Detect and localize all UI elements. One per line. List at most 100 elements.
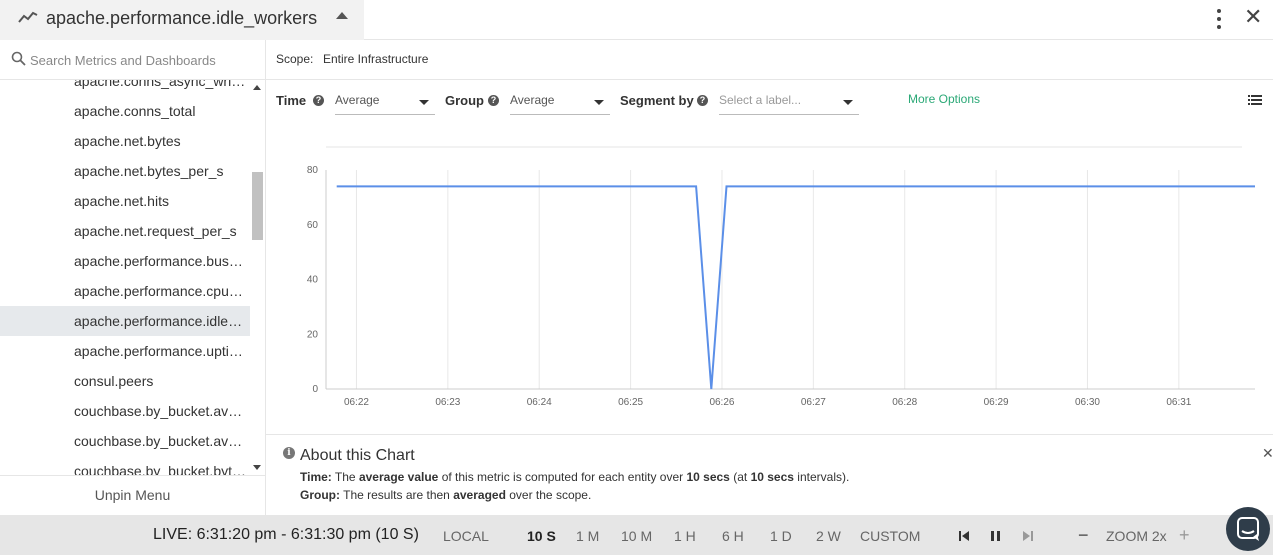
x-tick-label: 06:31	[1166, 397, 1191, 408]
sidebar-metric-item[interactable]: apache.performance.idle_workers	[0, 306, 250, 336]
zoom-out-button[interactable]: −	[1078, 525, 1089, 545]
about-text: intervals).	[797, 470, 850, 484]
timeframe-10-s[interactable]: 10 S	[527, 528, 556, 544]
y-tick-label: 80	[307, 165, 319, 176]
zoom-in-button[interactable]: +	[1179, 525, 1190, 545]
timeframe-10-m[interactable]: 10 M	[621, 528, 653, 544]
y-tick-label: 20	[307, 329, 319, 340]
timeframe-1-h[interactable]: 1 H	[674, 528, 696, 544]
chevron-down-icon	[419, 100, 429, 105]
about-time-prefix: Time:	[300, 470, 332, 484]
scroll-thumb[interactable]	[252, 172, 263, 240]
scroll-down-icon[interactable]	[253, 465, 261, 470]
scope-value[interactable]: Entire Infrastructure	[323, 52, 429, 66]
live-range: LIVE: 6:31:20 pm - 6:31:30 pm (10 S)	[153, 526, 419, 543]
timeframe-2-w[interactable]: 2 W	[816, 528, 841, 544]
more-options-link[interactable]: More Options	[908, 92, 981, 106]
sidebar-metric-item[interactable]: apache.net.hits	[74, 193, 169, 209]
line-chart-icon	[18, 11, 38, 23]
more-menu-icon[interactable]	[1212, 8, 1226, 30]
sidebar-metric-item[interactable]: apache.conns_total	[74, 103, 196, 119]
sidebar: apache.conns_async_writing apache.conns_t…	[0, 40, 266, 515]
x-tick-label: 06:29	[984, 397, 1009, 408]
sidebar-metric-item[interactable]: apache.performance.busy_workers	[74, 253, 250, 269]
chart-controls: Time ? Average Group ? Average Segment b…	[266, 80, 1273, 120]
sidebar-metric-item[interactable]: apache.performance.uptime	[74, 343, 249, 359]
series-line[interactable]	[336, 185, 1255, 390]
about-text: (at	[733, 470, 748, 484]
y-tick-label: 0	[312, 384, 318, 395]
chevron-down-icon	[843, 100, 853, 105]
timeframe-1-m[interactable]: 1 M	[576, 528, 600, 544]
timeframe-6-h[interactable]: 6 H	[722, 528, 744, 544]
y-tick-label: 40	[307, 275, 319, 286]
time-select[interactable]: Average	[335, 88, 435, 115]
x-tick-label: 06:24	[527, 397, 552, 408]
group-help-icon[interactable]: ?	[488, 95, 499, 106]
segment-select[interactable]: Select a label...	[719, 88, 859, 115]
chat-icon	[1237, 517, 1259, 541]
about-bold: 10 secs	[750, 470, 794, 484]
pause-icon[interactable]	[991, 531, 1001, 541]
segment-help-icon[interactable]: ?	[697, 95, 708, 106]
about-group-line: Group: The results are then averaged ove…	[300, 488, 591, 502]
about-bold: averaged	[453, 488, 506, 502]
caret-up-icon[interactable]	[336, 12, 348, 19]
timezone-toggle[interactable]: LOCAL	[443, 528, 489, 544]
metric-title-tab[interactable]: apache.performance.idle_workers	[0, 0, 364, 40]
list-view-icon[interactable]	[1248, 95, 1262, 105]
unpin-menu-button[interactable]: Unpin Menu	[0, 475, 265, 515]
search-box	[0, 40, 265, 80]
sidebar-metric-item[interactable]: couchbase.by_bucket.avg_disk_commit_time	[74, 433, 250, 449]
y-tick-label: 60	[307, 220, 319, 231]
segment-label: Segment by	[620, 93, 694, 108]
sidebar-metric-item[interactable]: couchbase.by_bucket.bytes_read	[74, 463, 250, 475]
page-title: apache.performance.idle_workers	[46, 8, 318, 28]
about-title: About this Chart	[300, 447, 415, 464]
sidebar-metric-item[interactable]: couchbase.by_bucket.avg_bg_wait_time	[74, 403, 250, 419]
sidebar-scrollbar[interactable]	[250, 80, 265, 475]
about-text: The	[334, 470, 356, 484]
x-tick-label: 06:30	[1075, 397, 1100, 408]
time-label: Time	[276, 93, 307, 108]
group-select[interactable]: Average	[510, 88, 610, 115]
x-tick-label: 06:26	[709, 397, 734, 408]
x-tick-label: 06:23	[435, 397, 460, 408]
x-tick-label: 06:27	[801, 397, 826, 408]
x-tick-label: 06:28	[892, 397, 917, 408]
header: apache.performance.idle_workers ✕	[0, 0, 1273, 40]
x-tick-label: 06:25	[618, 397, 643, 408]
time-help-icon[interactable]: ?	[313, 95, 324, 106]
sidebar-metric-item[interactable]: apache.net.bytes_per_s	[74, 163, 224, 179]
timeframe-custom[interactable]: CUSTOM	[860, 528, 921, 544]
group-label: Group	[445, 93, 484, 108]
metric-list: apache.conns_async_writing apache.conns_t…	[0, 80, 250, 475]
time-select-value: Average	[335, 93, 380, 107]
segment-select-placeholder: Select a label...	[719, 93, 802, 107]
group-select-value: Average	[510, 93, 555, 107]
chart-area: 06:22 06:23 06:24 06:25 06:26 06:27 06:28 06:29…	[266, 120, 1273, 434]
close-icon[interactable]: ✕	[1244, 4, 1263, 29]
chat-button[interactable]	[1226, 507, 1270, 551]
line-chart[interactable]: 06:22 06:23 06:24 06:25 06:26 06:27 06:28 06:29…	[266, 120, 1273, 434]
skip-back-icon[interactable]	[959, 531, 970, 541]
sidebar-metric-item[interactable]: apache.conns_async_writing	[74, 80, 250, 89]
about-group-prefix: Group:	[300, 488, 340, 502]
skip-forward-icon[interactable]	[1023, 531, 1034, 541]
about-bold: 10 secs	[686, 470, 730, 484]
chevron-down-icon	[594, 100, 604, 105]
scope-label: Scope:	[276, 52, 314, 66]
scroll-up-icon[interactable]	[253, 85, 261, 90]
close-icon[interactable]: ✕	[1262, 445, 1273, 461]
search-input[interactable]	[30, 50, 255, 70]
sidebar-metric-item[interactable]: apache.net.request_per_s	[74, 223, 237, 239]
sidebar-metric-item[interactable]: apache.net.bytes	[74, 133, 181, 149]
about-chart-panel: i About this Chart ✕ Time: The average v…	[266, 434, 1273, 515]
info-icon: i	[283, 447, 295, 459]
timeframe-1-d[interactable]: 1 D	[770, 528, 792, 544]
about-text: over the scope.	[509, 488, 592, 502]
about-text: The results are then	[343, 488, 450, 502]
sidebar-metric-item[interactable]: apache.performance.cpu_load	[74, 283, 250, 299]
sidebar-metric-item[interactable]: consul.peers	[74, 373, 154, 389]
about-bold: average value	[358, 470, 439, 484]
